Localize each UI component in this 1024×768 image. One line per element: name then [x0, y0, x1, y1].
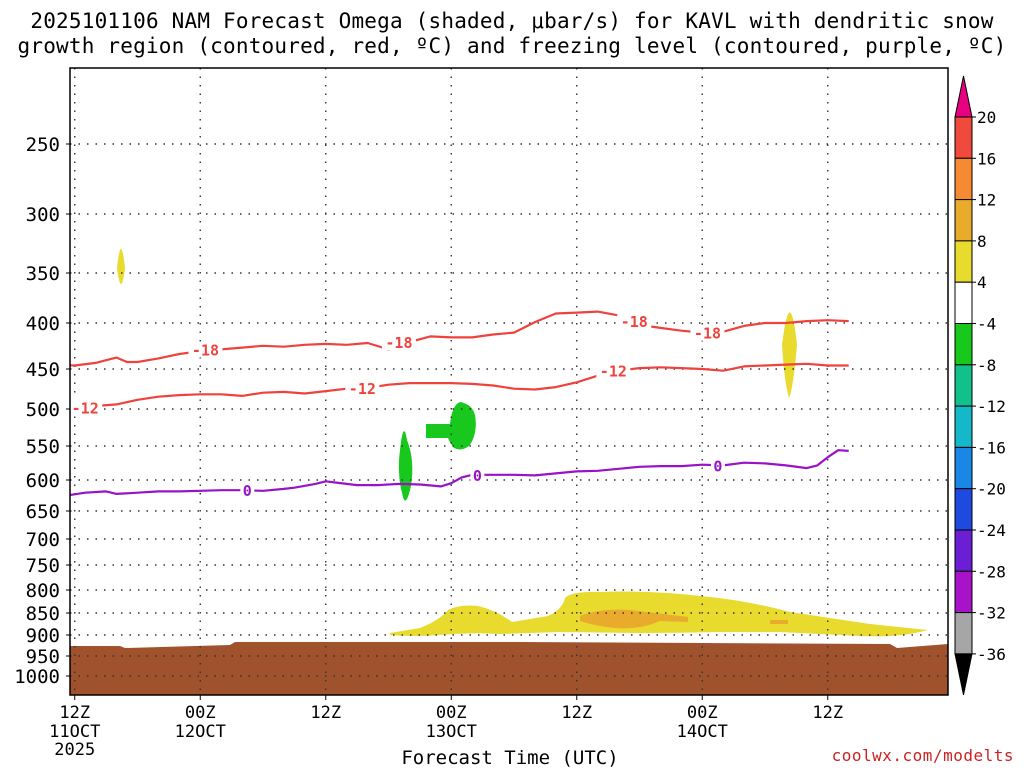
contour-label-bg — [68, 399, 103, 416]
y-tick-label: 800 — [26, 580, 60, 602]
contour-label-bg — [470, 466, 485, 483]
contour-label-bg — [381, 334, 416, 351]
contour-label: 0 — [473, 467, 482, 485]
colorbar-segment — [954, 240, 973, 283]
contour-line--12 — [70, 362, 849, 409]
x-tick-year-label: 2025 — [54, 740, 95, 760]
colorbar-segment — [954, 281, 973, 325]
colorbar-tick-label: -32 — [977, 604, 1006, 623]
colorbar-segment — [954, 157, 973, 201]
contour-label: -18 — [621, 313, 648, 331]
x-tick-date-label: 12OCT — [175, 722, 226, 742]
y-axis: 2503003504004505005506006507007508008509… — [14, 134, 70, 688]
contour-label: -12 — [600, 363, 627, 381]
plot-frame — [69, 67, 949, 696]
y-tick-label: 1000 — [14, 666, 60, 688]
omega-positive-core — [770, 620, 788, 624]
colorbar-segment — [954, 612, 973, 655]
x-tick-hour-label: 12Z — [59, 703, 90, 723]
omega-negative-blob — [398, 431, 413, 501]
colorbar-segment — [954, 529, 973, 572]
omega-shading-layer — [70, 249, 948, 695]
contour-label: 0 — [243, 482, 252, 500]
y-tick-label: 300 — [26, 204, 60, 226]
x-axis-label: Forecast Time (UTC) — [401, 747, 618, 768]
contour-label-bg — [710, 457, 725, 474]
y-tick-label: 350 — [26, 263, 60, 285]
contour-label: -18 — [385, 334, 412, 352]
y-tick-label: 600 — [26, 470, 60, 492]
contour-label: -12 — [72, 399, 99, 417]
colorbar: 20 16 12 8 4 -4 -8 -12 -16 -20 -24 -28 -32 -36 — [954, 75, 1006, 696]
x-tick-hour-label: 12Z — [812, 703, 843, 723]
chart-title-line-2: growth region (contoured, red, ºC) and f… — [17, 34, 1007, 58]
contour-label-bg — [240, 482, 255, 499]
y-tick-label: 500 — [26, 399, 60, 421]
contour-label-bg — [617, 313, 652, 330]
x-tick-date-label: 13OCT — [426, 722, 477, 742]
colorbar-tick-label: 4 — [977, 273, 987, 292]
y-tick-label: 850 — [26, 603, 60, 625]
chart-title-line-1: 2025101106 NAM Forecast Omega (shaded, μ… — [30, 9, 994, 33]
y-tick-label: 700 — [26, 529, 60, 551]
colorbar-tick-label: -12 — [977, 397, 1006, 416]
colorbar-tick-label: -20 — [977, 480, 1006, 499]
y-tick-label: 750 — [26, 555, 60, 577]
x-tick-hour-label: 12Z — [310, 703, 341, 723]
contour-label: -18 — [192, 341, 219, 359]
gridlines — [70, 68, 948, 695]
colorbar-tick-label: 20 — [977, 108, 996, 127]
colorbar-segment — [954, 323, 973, 366]
y-tick-label: 950 — [26, 646, 60, 668]
colorbar-segment — [954, 116, 973, 159]
colorbar-tick-label: -36 — [977, 645, 1006, 664]
colorbar-segment — [954, 570, 973, 614]
colorbar-tick-label: 16 — [977, 149, 996, 168]
contour-label-bg — [188, 341, 223, 358]
y-tick-label: 450 — [26, 359, 60, 381]
contour-label-bg — [690, 324, 725, 341]
colorbar-segment — [954, 199, 973, 242]
x-tick-date-label: 14OCT — [677, 722, 728, 742]
x-tick-hour-label: 12Z — [561, 703, 592, 723]
colorbar-tick-label: -28 — [977, 562, 1006, 581]
colorbar-tick-label: -16 — [977, 438, 1006, 457]
colorbar-tick-label: -24 — [977, 521, 1006, 540]
colorbar-top-triangle — [954, 75, 973, 118]
x-tick-date-label: 11OCT — [49, 722, 100, 742]
y-tick-label: 400 — [26, 313, 60, 335]
colorbar-tick-label: 12 — [977, 191, 996, 210]
x-tick-hour-label: 00Z — [436, 703, 467, 723]
contour-line-0 — [70, 449, 849, 497]
terrain-fill — [70, 642, 948, 695]
colorbar-bottom-triangle — [954, 653, 973, 696]
credit-link[interactable]: coolwx.com/modelts — [831, 746, 1014, 765]
colorbar-tick-label: -8 — [977, 356, 996, 375]
contour-label: 0 — [713, 457, 722, 475]
omega-positive-blob — [117, 249, 125, 284]
x-tick-hour-label: 00Z — [687, 703, 718, 723]
contour-label: -18 — [694, 325, 721, 343]
omega-positive-core — [580, 609, 688, 629]
y-tick-label: 550 — [26, 436, 60, 458]
y-tick-label: 900 — [26, 625, 60, 647]
colorbar-segment — [954, 488, 973, 531]
omega-positive-blob — [782, 312, 797, 398]
colorbar-segment — [954, 364, 973, 407]
y-tick-label: 250 — [26, 134, 60, 156]
colorbar-tick-label: -4 — [977, 315, 996, 334]
y-tick-label: 650 — [26, 501, 60, 523]
colorbar-segment — [954, 446, 973, 490]
contour-label: -12 — [349, 380, 376, 398]
contour-label-bg — [345, 379, 380, 396]
colorbar-tick-label: 8 — [977, 232, 987, 251]
colorbar-segment — [954, 405, 973, 448]
contour-layer: -18 -18 -18 -18 -12 -12 -12 0 0 0 — [68, 310, 849, 500]
x-tick-hour-label: 00Z — [185, 703, 216, 723]
contour-label-bg — [596, 362, 631, 379]
